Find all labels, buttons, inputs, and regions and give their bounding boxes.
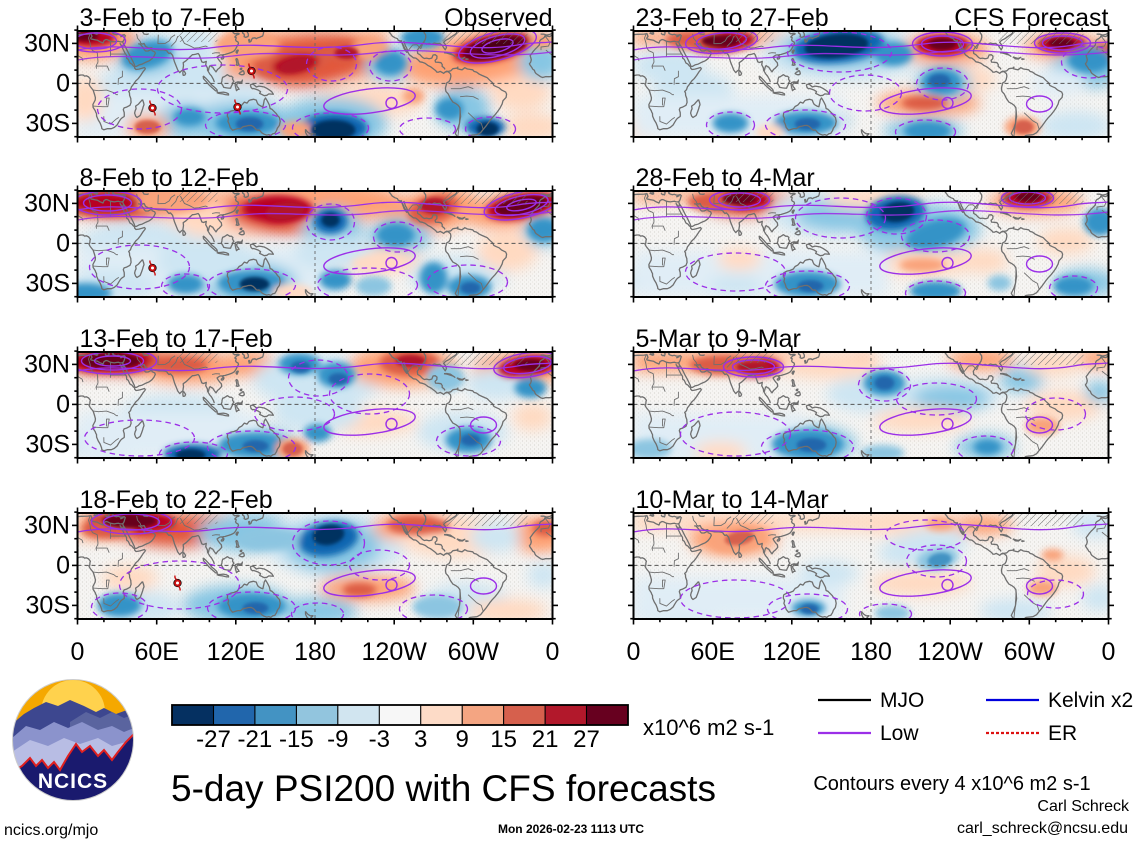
svg-text:60W: 60W <box>448 638 500 666</box>
svg-text:30S: 30S <box>26 430 70 458</box>
svg-text:Contours every 4 x10^6 m2 s-1: Contours every 4 x10^6 m2 s-1 <box>813 773 1090 795</box>
svg-text:CFS Forecast: CFS Forecast <box>954 4 1108 32</box>
svg-text:Carl Schreck: Carl Schreck <box>1037 798 1130 815</box>
svg-text:0: 0 <box>56 229 70 257</box>
svg-text:120E: 120E <box>763 638 821 666</box>
svg-text:120E: 120E <box>207 638 265 666</box>
svg-text:0: 0 <box>627 638 641 666</box>
svg-text:NCICS: NCICS <box>38 770 108 793</box>
svg-text:10-Mar to 14-Mar: 10-Mar to 14-Mar <box>636 486 829 514</box>
svg-text:0: 0 <box>546 638 560 666</box>
svg-text:Low: Low <box>880 722 919 745</box>
svg-text:180: 180 <box>850 638 892 666</box>
svg-text:5-day PSI200 with CFS forecast: 5-day PSI200 with CFS forecasts <box>171 768 716 809</box>
svg-text:30N: 30N <box>24 189 70 217</box>
svg-text:-3: -3 <box>369 726 390 753</box>
svg-text:60E: 60E <box>690 638 734 666</box>
svg-text:MJO: MJO <box>880 689 924 712</box>
svg-text:Kelvin x2: Kelvin x2 <box>1048 689 1133 712</box>
svg-text:ncics.org/mjo: ncics.org/mjo <box>4 822 98 839</box>
svg-text:21: 21 <box>532 726 559 753</box>
svg-text:-9: -9 <box>327 726 348 753</box>
svg-text:60W: 60W <box>1004 638 1056 666</box>
svg-text:8-Feb to 12-Feb: 8-Feb to 12-Feb <box>80 164 259 192</box>
svg-text:carl_schreck@ncsu.edu: carl_schreck@ncsu.edu <box>957 820 1128 837</box>
svg-text:60E: 60E <box>134 638 178 666</box>
svg-text:5-Mar to 9-Mar: 5-Mar to 9-Mar <box>636 325 801 353</box>
svg-text:27: 27 <box>573 726 600 753</box>
svg-text:0: 0 <box>1102 638 1116 666</box>
svg-text:13-Feb to 17-Feb: 13-Feb to 17-Feb <box>80 325 273 353</box>
svg-text:0: 0 <box>56 390 70 418</box>
svg-text:3: 3 <box>414 726 427 753</box>
svg-text:15: 15 <box>490 726 517 753</box>
svg-text:30N: 30N <box>24 511 70 539</box>
svg-text:30S: 30S <box>26 109 70 137</box>
svg-text:0: 0 <box>71 638 85 666</box>
svg-text:120W: 120W <box>362 638 428 666</box>
svg-text:23-Feb to 27-Feb: 23-Feb to 27-Feb <box>636 4 829 32</box>
svg-text:30N: 30N <box>24 350 70 378</box>
svg-text:-15: -15 <box>279 726 314 753</box>
svg-text:30S: 30S <box>26 591 70 619</box>
svg-text:-21: -21 <box>238 726 273 753</box>
svg-text:x10^6 m2 s-1: x10^6 m2 s-1 <box>643 715 774 740</box>
svg-text:180: 180 <box>294 638 336 666</box>
svg-text:0: 0 <box>56 551 70 579</box>
svg-text:28-Feb to 4-Mar: 28-Feb to 4-Mar <box>636 164 815 192</box>
svg-text:3-Feb to 7-Feb: 3-Feb to 7-Feb <box>80 4 245 32</box>
svg-text:30S: 30S <box>26 269 70 297</box>
svg-text:9: 9 <box>456 726 469 753</box>
svg-text:Mon 2026-02-23 1113 UTC: Mon 2026-02-23 1113 UTC <box>498 822 644 836</box>
svg-text:120W: 120W <box>918 638 984 666</box>
svg-text:0: 0 <box>56 69 70 97</box>
svg-text:30N: 30N <box>24 29 70 57</box>
svg-text:ER: ER <box>1048 722 1077 745</box>
svg-text:18-Feb to 22-Feb: 18-Feb to 22-Feb <box>80 486 273 514</box>
svg-text:-27: -27 <box>196 726 231 753</box>
svg-text:Observed: Observed <box>444 4 552 32</box>
